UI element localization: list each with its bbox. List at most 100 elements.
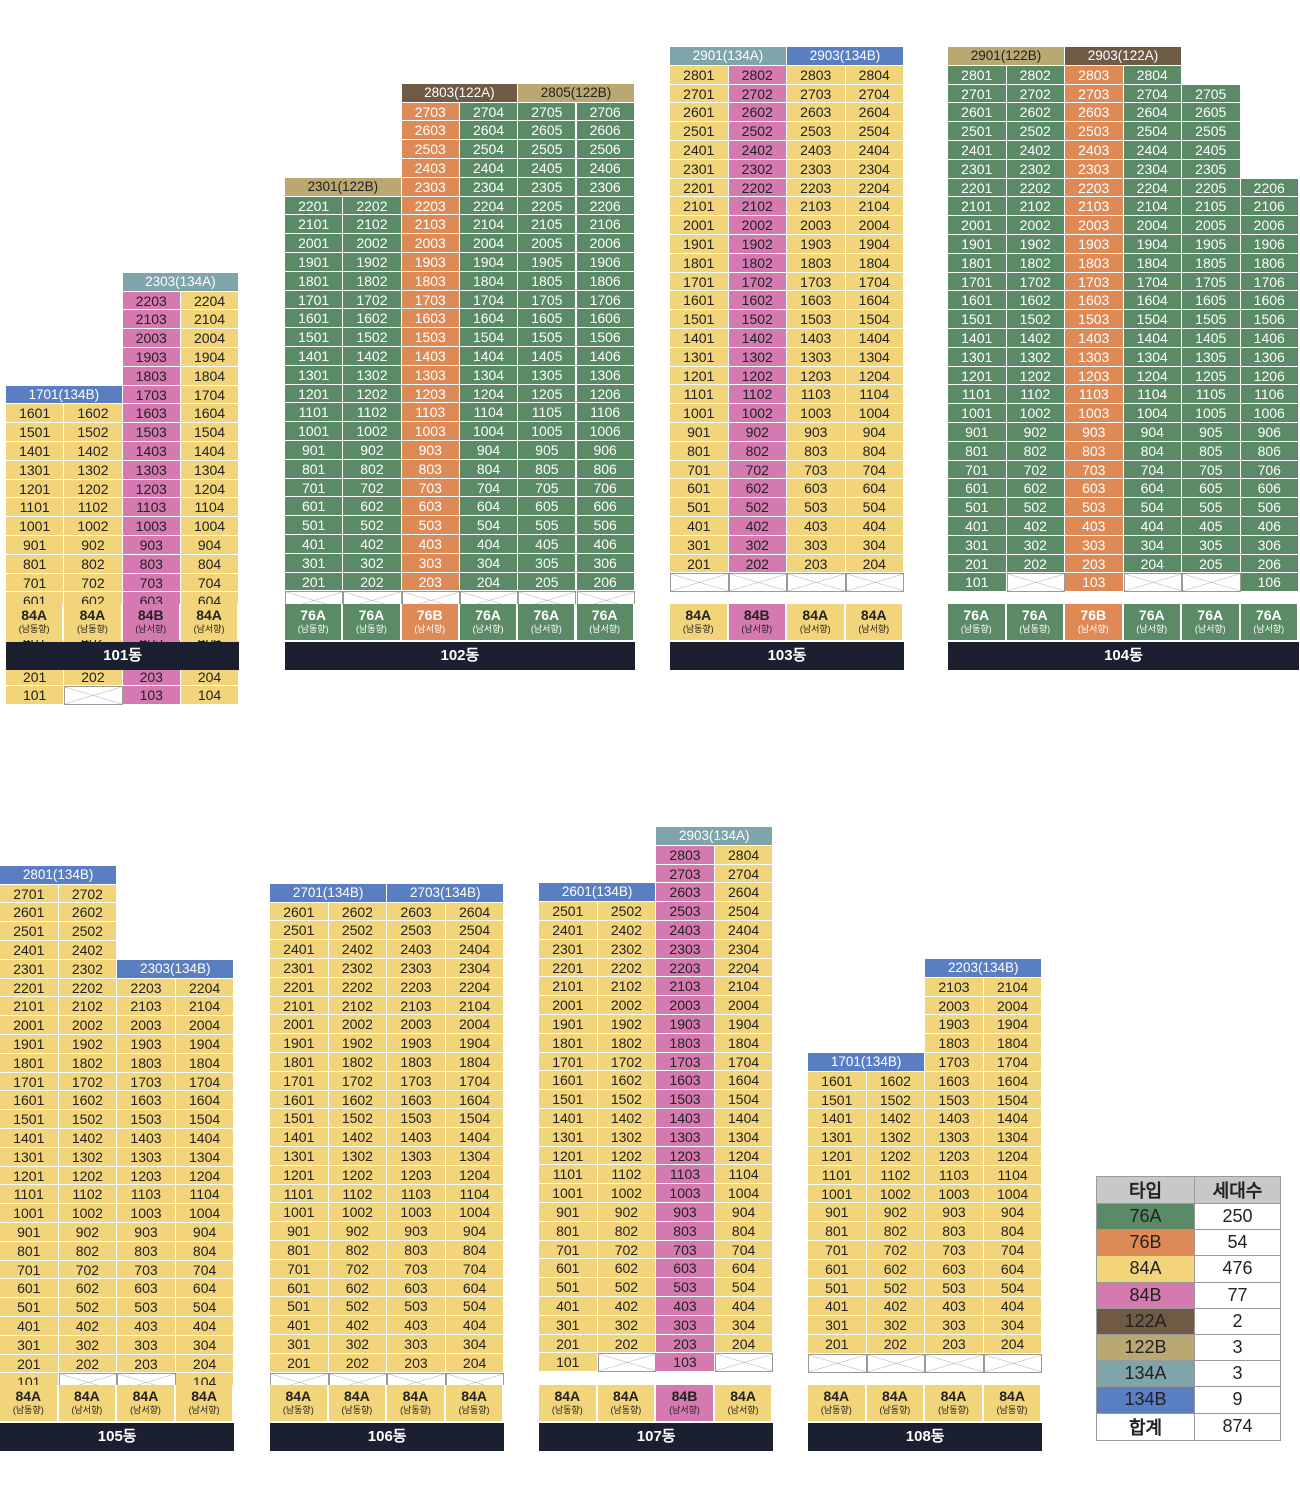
unit-cell: 701 (539, 1240, 598, 1260)
unit-cell: 1901 (539, 1015, 598, 1034)
unit-cell: 1304 (175, 1147, 235, 1167)
unit-cell: 701 (0, 1260, 59, 1280)
unit-cell: 2104 (459, 215, 519, 235)
unavailable-unit (925, 1353, 984, 1373)
unit-cell: 803 (925, 1222, 984, 1241)
unit-cell: 1704 (1123, 272, 1182, 292)
unit-cell: 504 (983, 1278, 1043, 1298)
unit-cell: 902 (1006, 423, 1065, 442)
unit-cell: 2002 (1006, 216, 1065, 235)
unit-cell: 2102 (328, 996, 388, 1016)
unit-cell: 203 (787, 554, 846, 574)
unit-cell: 903 (787, 423, 846, 442)
type-label: 76A (남서향) (459, 604, 519, 640)
unit-cell: 903 (387, 1222, 446, 1241)
unit-cell: 602 (728, 479, 787, 499)
unit-cell: 402 (728, 517, 787, 536)
unavailable-unit (983, 1353, 1043, 1373)
unit-cell: 303 (925, 1316, 984, 1335)
legend-count: 54 (1194, 1229, 1281, 1257)
unit-cell: 1901 (270, 1034, 329, 1053)
unit-cell: 1804 (445, 1053, 505, 1072)
unit-cell: 2302 (1006, 159, 1065, 179)
unit-cell: 2406 (576, 159, 635, 178)
unit-cell: 1501 (670, 310, 729, 329)
unit-cell: 1903 (656, 1015, 715, 1034)
unit-cell: 2305 (518, 177, 577, 197)
unit-cell: 2501 (270, 921, 329, 941)
unit-cell: 2403 (387, 940, 446, 959)
unit-cell: 1404 (445, 1128, 505, 1147)
unit-cell: 706 (576, 478, 635, 498)
unit-cell: 404 (1123, 517, 1182, 536)
unit-cell: 1402 (1006, 329, 1065, 348)
unit-cell: 1703 (117, 1072, 176, 1092)
unit-cell: 2604 (445, 902, 505, 922)
unit-cell: 2303 (656, 939, 715, 959)
type-name: 76A (1138, 607, 1165, 623)
type-name: 84A (860, 607, 887, 623)
building-name: 103동 (670, 642, 904, 670)
unit-cell: 2004 (983, 996, 1043, 1016)
unit-cell: 701 (270, 1259, 329, 1279)
unit-cell: 2702 (1006, 84, 1065, 104)
unit-cell: 1204 (175, 1166, 235, 1186)
unit-cell: 1802 (1006, 253, 1065, 273)
unit-cell: 2506 (576, 140, 635, 159)
unit-cell: 302 (58, 1335, 118, 1355)
unit-cell: 501 (808, 1278, 867, 1298)
unit-cell: 2003 (1065, 216, 1124, 235)
unit-cell: 2602 (328, 902, 388, 922)
unit-cell: 503 (656, 1278, 715, 1297)
unavailable-unit (1182, 573, 1241, 593)
type-label: 84A (남동향) (387, 1385, 446, 1421)
type-name: 76A (475, 607, 501, 623)
building-name: 104동 (948, 642, 1299, 670)
unit-cell: 1802 (58, 1053, 118, 1073)
unit-cell: 302 (328, 1335, 388, 1354)
unit-cell: 2603 (1065, 103, 1124, 123)
unit-cell: 1305 (518, 365, 577, 385)
unit-cell: 2404 (1123, 141, 1182, 160)
type-direction: (남서향) (193, 624, 225, 634)
unit-cell: 2304 (445, 959, 505, 978)
unit-cell: 806 (576, 459, 635, 479)
type-direction: (남동향) (820, 1405, 852, 1415)
unit-cell: 1503 (387, 1109, 446, 1129)
unit-cell: 1705 (1182, 272, 1241, 292)
unit-cell: 1501 (539, 1090, 598, 1109)
unit-cell: 1303 (387, 1147, 446, 1166)
type-name: 84A (882, 1388, 908, 1404)
unit-cell: 1103 (925, 1165, 984, 1185)
unit-cell: 403 (1065, 517, 1124, 536)
unit-cell: 704 (459, 478, 519, 498)
unit-cell: 1104 (175, 1185, 235, 1205)
unit-cell: 802 (728, 441, 787, 461)
unit-cell: 1004 (175, 1204, 235, 1223)
unit-cell: 704 (845, 460, 904, 480)
unit-cell: 802 (866, 1222, 926, 1241)
unit-cell: 1604 (175, 1091, 235, 1111)
unit-cell: 1606 (576, 309, 635, 329)
legend-type: 122B (1096, 1333, 1195, 1362)
unit-cell: 2003 (787, 216, 846, 235)
unit-cell: 1103 (787, 385, 846, 405)
penthouse-unit: 2803(122A) (401, 83, 519, 103)
legend-total-count: 874 (1194, 1412, 1281, 1441)
unit-cell: 901 (670, 423, 729, 442)
unit-cell: 803 (401, 459, 460, 479)
unit-cell: 1204 (180, 479, 240, 499)
penthouse-unit: 2903(134B) (787, 47, 904, 66)
unit-cell: 302 (728, 535, 787, 555)
unit-cell: 1404 (845, 329, 904, 348)
unit-cell: 903 (656, 1203, 715, 1222)
unit-cell: 1104 (845, 385, 904, 405)
unit-cell: 1303 (401, 365, 460, 385)
unit-cell: 2203 (787, 178, 846, 198)
unit-cell: 405 (518, 535, 577, 554)
unit-cell: 2202 (58, 978, 118, 998)
type-label: 84A (남서향) (787, 604, 846, 640)
unit-cell: 2203 (401, 196, 460, 216)
unit-cell: 1205 (518, 384, 577, 404)
unit-cell: 702 (597, 1240, 657, 1260)
